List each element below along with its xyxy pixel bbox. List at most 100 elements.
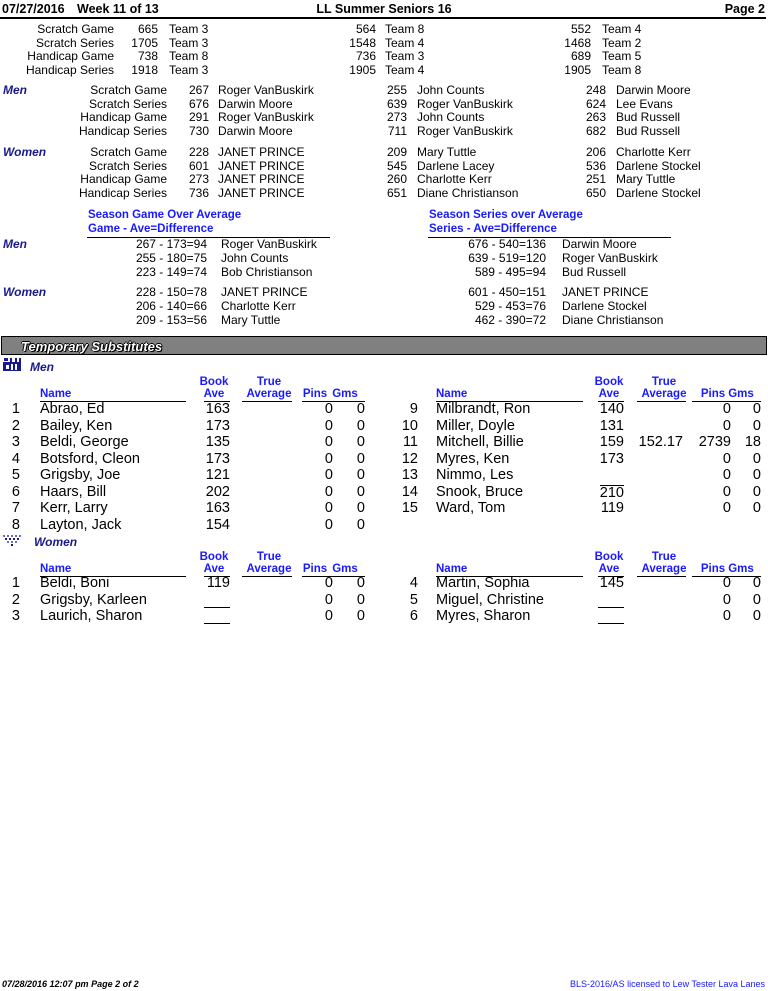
column-header-true: True	[651, 551, 677, 563]
sub-book-average: 173	[599, 450, 624, 467]
sub-pins: 0	[722, 401, 731, 417]
column-header-rule	[40, 576, 186, 577]
sub-pins: 0	[324, 500, 333, 516]
sub-pins: 0	[324, 575, 333, 591]
sub-games: 0	[752, 467, 761, 483]
high-label: Scratch Series	[88, 159, 167, 173]
header-rule	[0, 17, 766, 19]
high-bowler: JANET PRINCE	[218, 172, 305, 186]
sub-book-average: 119	[600, 500, 624, 516]
team-high-score: 1468	[564, 36, 591, 50]
women-icon	[3, 535, 21, 546]
sub-pins: 0	[722, 591, 731, 608]
sub-number: 14	[401, 483, 418, 500]
column-header-gms: Gms	[332, 563, 358, 575]
high-score: 206	[585, 145, 606, 159]
team-high-team: Team 3	[169, 22, 209, 36]
sub-pins: 0	[324, 467, 333, 483]
game-bowler: Mary Tuttle	[221, 313, 281, 327]
high-bowler: Mary Tuttle	[616, 172, 676, 186]
sub-book-average: 119	[206, 575, 230, 591]
team-high-team: Team 3	[169, 36, 209, 50]
sub-pins: 0	[722, 608, 731, 624]
sub-name: Mitchell, Billie	[436, 434, 524, 450]
league-title: LL Summer Seniors 16	[316, 2, 452, 16]
sub-book-average: 135	[205, 434, 230, 450]
sub-book-average-blank	[204, 611, 230, 628]
column-header-name: Name	[40, 563, 72, 575]
high-bowler: Roger VanBuskirk	[218, 83, 314, 97]
column-header-rule	[692, 576, 761, 577]
column-header-book: Book	[594, 376, 624, 388]
sub-pins: 0	[722, 483, 731, 500]
sub-book-average: 163	[205, 500, 230, 516]
series-difference: 639 - 519=120	[468, 251, 546, 265]
column-header-name: Name	[40, 388, 72, 400]
sub-name: Nimmo, Les	[436, 467, 514, 483]
high-score: 251	[585, 172, 606, 186]
column-header-ave: Ave	[203, 388, 225, 400]
group-label-women: Women	[3, 145, 47, 159]
high-score: 682	[585, 124, 606, 138]
series-bowler: Bud Russell	[562, 265, 627, 279]
sub-name: Grigsby, Karleen	[40, 591, 147, 608]
high-score: 248	[585, 83, 606, 97]
game-difference: 206 - 140=66	[135, 299, 207, 313]
column-header-true: True	[651, 376, 677, 388]
high-score: 263	[585, 110, 606, 124]
series-difference: 676 - 540=136	[468, 237, 546, 251]
high-label: Scratch Game	[90, 145, 167, 159]
column-header-average: Average	[641, 388, 687, 400]
high-score: 650	[585, 186, 606, 200]
high-label: Scratch Game	[90, 83, 167, 97]
high-score: 651	[386, 186, 407, 200]
sub-games: 0	[356, 434, 365, 450]
group-label-women: Women	[3, 285, 47, 299]
series-bowler: Darlene Stockel	[562, 299, 647, 313]
column-header-book: Book	[199, 376, 229, 388]
high-bowler: Lee Evans	[616, 97, 673, 111]
sub-number: 5	[409, 591, 418, 608]
sub-pins: 0	[324, 516, 333, 533]
sub-name: Miguel, Christine	[436, 591, 544, 608]
high-bowler: JANET PRINCE	[218, 145, 305, 159]
sub-number: 4	[409, 575, 418, 591]
sub-games: 0	[752, 608, 761, 624]
game-bowler: Bob Christianson	[221, 265, 313, 279]
high-label: Scratch Series	[88, 97, 167, 111]
sub-pins: 0	[722, 467, 731, 483]
report-date: 07/27/2016	[2, 2, 65, 16]
game-bowler: Charlotte Kerr	[221, 299, 296, 313]
column-header-name: Name	[436, 388, 468, 400]
high-score: 536	[585, 159, 606, 173]
game-over-average-subtitle: Game - Ave=Difference	[88, 223, 214, 235]
column-header-gms: Gms	[332, 388, 358, 400]
series-bowler: Darwin Moore	[562, 237, 637, 251]
sub-games: 0	[356, 467, 365, 483]
column-header-true: True	[256, 551, 282, 563]
team-high-score: 552	[570, 22, 591, 36]
high-score: 711	[387, 124, 407, 138]
column-header-pins: Pins	[302, 563, 328, 575]
sub-number: 1	[11, 401, 20, 417]
sub-pins: 0	[722, 417, 731, 434]
team-high-label: Handicap Game	[27, 49, 114, 63]
sub-games: 0	[752, 450, 761, 467]
high-score: 255	[386, 83, 407, 97]
sub-name: Snook, Bruce	[436, 483, 524, 500]
series-bowler: JANET PRINCE	[562, 285, 649, 299]
high-label: Handicap Series	[78, 124, 167, 138]
sub-number: 8	[11, 516, 20, 533]
sub-name: Laurich, Sharon	[40, 608, 143, 624]
column-header-rule	[204, 401, 230, 402]
high-bowler: JANET PRINCE	[218, 159, 305, 173]
column-header-rule	[40, 401, 186, 402]
team-high-score: 665	[137, 22, 158, 36]
sub-name: Martin, Sophia	[436, 575, 530, 591]
sub-pins: 2739	[698, 434, 731, 450]
team-high-score: 1905	[349, 63, 376, 77]
sub-book-average-blank	[598, 611, 624, 628]
high-bowler: Darwin Moore	[218, 124, 293, 138]
column-header-ave: Ave	[598, 563, 620, 575]
team-high-score: 689	[570, 49, 591, 63]
